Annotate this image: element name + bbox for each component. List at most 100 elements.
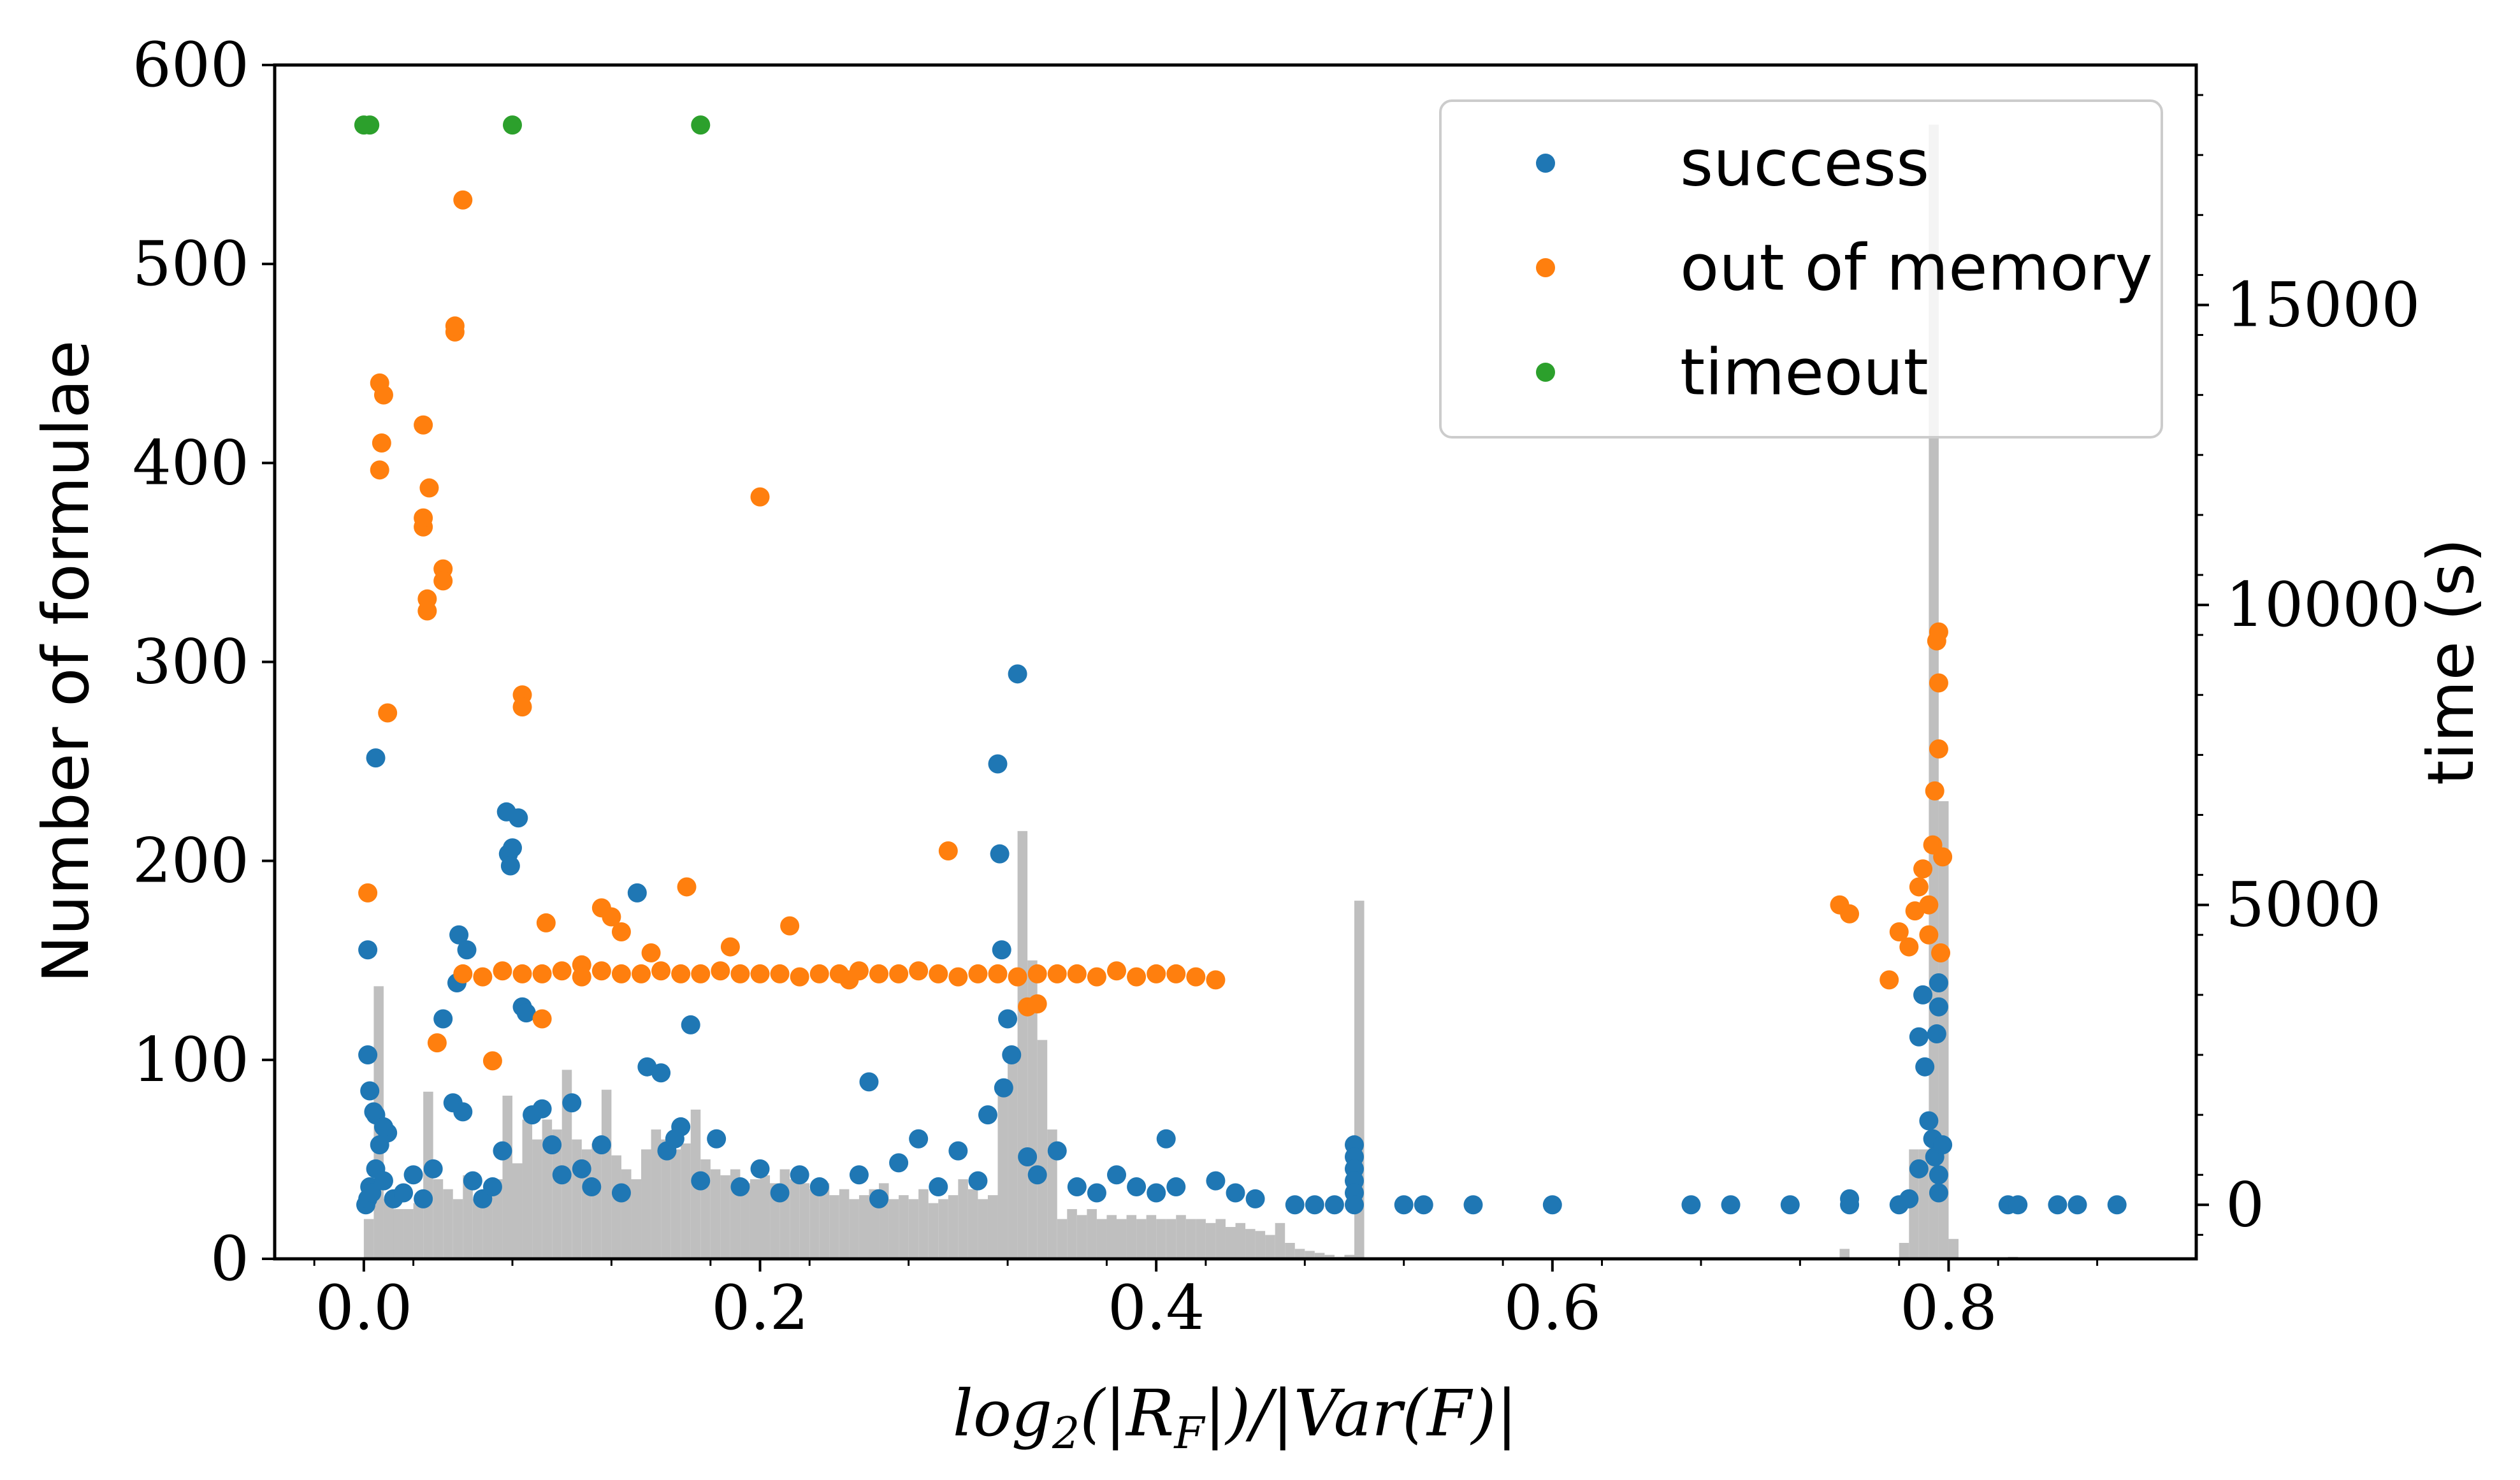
point-out-of-memory [730,964,750,983]
point-out-of-memory [691,964,711,983]
point-success [994,1078,1013,1098]
point-out-of-memory [948,967,968,987]
point-out-of-memory [1879,970,1899,990]
point-out-of-memory [968,964,988,983]
point-success [1899,1189,1919,1208]
point-success [1929,1183,1948,1203]
point-success [2008,1195,2028,1215]
point-success [423,1159,443,1179]
point-out-of-memory [427,1033,447,1053]
point-success [707,1129,727,1149]
point-timeout [502,115,522,135]
point-out-of-memory [1909,877,1929,897]
histogram-bar [1057,1219,1068,1259]
histogram-bar [1087,1208,1097,1259]
histogram-bar [749,1179,760,1259]
histogram-bar [987,1195,998,1259]
histogram-bar [572,1139,582,1259]
point-out-of-memory [358,883,378,903]
point-timeout [360,115,380,135]
x-tick-label: 0.0 [315,1272,413,1344]
point-out-of-memory [909,961,929,981]
point-success [1913,985,1933,1005]
point-success [929,1177,948,1197]
histogram-bar [967,1189,978,1259]
histogram-bar [997,1089,1008,1259]
point-out-of-memory [1840,904,1860,924]
point-out-of-memory [1166,964,1186,983]
point-success [1909,1027,1929,1047]
point-out-of-memory [889,964,909,983]
histogram-bar [888,1199,899,1259]
point-out-of-memory [1008,967,1027,987]
histogram-bar [492,1179,503,1259]
histogram-bar [383,1199,394,1259]
point-out-of-memory [750,964,770,983]
x-axis-label-sub-f: F [1173,1409,1206,1459]
x-axis-label-log: log [953,1376,1052,1451]
point-out-of-memory [417,601,437,621]
histogram-bar [1205,1222,1216,1259]
legend: success out of memory timeout [1439,99,2163,439]
histogram-bar [770,1183,780,1259]
histogram-bar [413,1203,424,1259]
point-out-of-memory [532,964,552,983]
point-out-of-memory [1107,961,1127,981]
point-out-of-memory [849,961,869,981]
point-out-of-memory [1206,970,1226,990]
y-right-tick-label: 10000 [2226,569,2420,641]
legend-marker-timeout [1536,363,1555,382]
x-tick-label: 0.6 [1503,1272,1601,1344]
legend-label-out-of-memory: out of memory [1680,231,2153,305]
histogram-bar [463,1175,473,1259]
legend-label-success: success [1680,126,1929,201]
point-success [414,1189,433,1208]
point-out-of-memory [1027,994,1047,1013]
x-tick-label: 0.2 [711,1272,809,1344]
legend-marker-success [1536,154,1555,173]
histogram-bar [1047,1129,1057,1259]
point-success [572,1159,591,1179]
point-success [532,1099,552,1119]
point-success [1344,1195,1364,1215]
histogram-bar [1136,1219,1147,1259]
histogram-bar [1215,1219,1226,1259]
point-success [582,1177,602,1197]
point-out-of-memory [1919,925,1939,945]
point-out-of-memory [372,433,391,453]
point-success [449,925,469,945]
histogram-bar [1196,1219,1206,1259]
point-out-of-memory [493,961,512,981]
point-success [1002,1045,1022,1064]
point-out-of-memory [453,964,473,983]
histogram-bar [1008,1050,1018,1259]
point-success [681,1015,700,1034]
histogram-bar [512,1163,523,1259]
point-out-of-memory [453,190,473,210]
histogram-bar [552,1129,562,1259]
point-out-of-memory [1929,673,1948,693]
histogram-bar [1899,1243,1909,1259]
histogram-bar [1096,1219,1107,1259]
histogram-bar [453,1199,463,1259]
point-out-of-memory [869,964,889,983]
point-out-of-memory [1931,943,1951,962]
point-out-of-memory [1929,739,1948,758]
point-out-of-memory [419,478,439,498]
y-axis-left-label: Number of formulae [29,340,103,983]
y-left-tick-label: 300 [133,627,249,698]
point-success [1933,1135,1953,1155]
point-success [990,844,1010,864]
point-out-of-memory [512,964,532,983]
histogram-bar [908,1199,919,1259]
point-success [1027,1165,1047,1185]
histogram-bar [601,1089,612,1259]
histogram-bar [651,1129,662,1259]
point-out-of-memory [632,964,651,983]
point-out-of-memory [552,961,572,981]
histogram-bar [799,1183,810,1259]
point-out-of-memory [1925,781,1944,801]
histogram-bar [641,1149,651,1259]
histogram-bar [472,1199,483,1259]
